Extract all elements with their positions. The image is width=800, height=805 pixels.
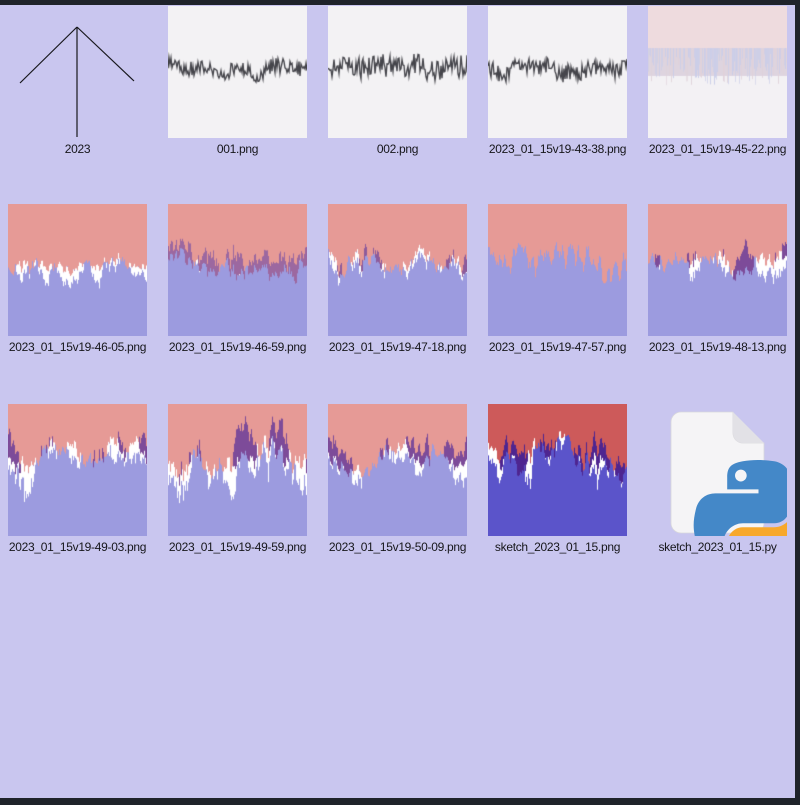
- file-thumbnail[interactable]: [648, 204, 787, 336]
- split-thumbnail-image: [328, 404, 467, 536]
- file-label[interactable]: 2023_01_15v19-46-59.png: [168, 340, 307, 354]
- file-label[interactable]: 2023_01_15v19-47-18.png: [328, 340, 467, 354]
- split-thumbnail-image: [488, 204, 627, 336]
- fade-thumbnail-image: [648, 6, 787, 138]
- file-label[interactable]: 2023: [64, 142, 91, 156]
- file-item[interactable]: 2023_01_15v19-47-18.png: [328, 204, 467, 354]
- line-thumbnail-image: [328, 6, 467, 138]
- file-thumbnail[interactable]: [488, 6, 627, 138]
- line-thumbnail-image: [168, 6, 307, 138]
- file-item[interactable]: 2023: [8, 6, 147, 156]
- file-label[interactable]: 2023_01_15v19-45-22.png: [648, 142, 787, 156]
- file-item[interactable]: sketch_2023_01_15.py: [648, 404, 787, 554]
- file-item[interactable]: 2023_01_15v19-46-05.png: [8, 204, 147, 354]
- file-label[interactable]: sketch_2023_01_15.py: [658, 540, 777, 554]
- file-item[interactable]: 001.png: [168, 6, 307, 156]
- file-label[interactable]: 2023_01_15v19-47-57.png: [488, 340, 627, 354]
- python-file-icon: [670, 411, 765, 534]
- file-label[interactable]: 2023_01_15v19-43-38.png: [488, 142, 627, 156]
- up-arrow-icon: [19, 26, 135, 137]
- file-thumbnail[interactable]: [328, 204, 467, 336]
- window-border-top: [0, 0, 800, 5]
- file-thumbnail[interactable]: [488, 404, 627, 536]
- file-thumbnail[interactable]: [168, 404, 307, 536]
- window-border-right: [795, 0, 800, 805]
- file-item[interactable]: 002.png: [328, 6, 467, 156]
- window-border-bottom: [0, 798, 800, 805]
- file-label[interactable]: sketch_2023_01_15.png: [494, 540, 621, 554]
- split-thumbnail-image: [488, 404, 627, 536]
- file-item[interactable]: 2023_01_15v19-49-59.png: [168, 404, 307, 554]
- file-label[interactable]: 2023_01_15v19-46-05.png: [8, 340, 147, 354]
- line-thumbnail-image: [488, 6, 627, 138]
- file-item[interactable]: 2023_01_15v19-48-13.png: [648, 204, 787, 354]
- file-label[interactable]: 2023_01_15v19-49-03.png: [8, 540, 147, 554]
- file-label[interactable]: 2023_01_15v19-48-13.png: [648, 340, 787, 354]
- file-thumbnail[interactable]: [648, 6, 787, 138]
- file-label[interactable]: 2023_01_15v19-50-09.png: [328, 540, 467, 554]
- file-item[interactable]: 2023_01_15v19-45-22.png: [648, 6, 787, 156]
- split-thumbnail-image: [168, 204, 307, 336]
- file-thumbnail[interactable]: [8, 6, 147, 138]
- file-thumbnail[interactable]: [168, 204, 307, 336]
- split-thumbnail-image: [328, 204, 467, 336]
- file-thumbnail[interactable]: [328, 6, 467, 138]
- file-label[interactable]: 2023_01_15v19-49-59.png: [168, 540, 307, 554]
- file-thumbnail[interactable]: [8, 404, 147, 536]
- file-item[interactable]: 2023_01_15v19-47-57.png: [488, 204, 627, 354]
- split-thumbnail-image: [8, 204, 147, 336]
- grid-row-2: 2023_01_15v19-46-05.png 2023_01_15v19-46-…: [8, 204, 800, 354]
- thumbnail-grid[interactable]: 2023 001.png 002.png 2023_01_15v19-43-38.pn…: [0, 5, 795, 798]
- file-thumbnail[interactable]: [488, 204, 627, 336]
- grid-row-3: 2023_01_15v19-49-03.png 2023_01_15v19-49-…: [8, 404, 800, 554]
- file-item[interactable]: sketch_2023_01_15.png: [488, 404, 627, 554]
- file-item[interactable]: 2023_01_15v19-50-09.png: [328, 404, 467, 554]
- file-thumbnail[interactable]: [8, 204, 147, 336]
- file-item[interactable]: 2023_01_15v19-46-59.png: [168, 204, 307, 354]
- file-label[interactable]: 002.png: [376, 142, 419, 156]
- grid-row-1: 2023 001.png 002.png 2023_01_15v19-43-38.pn…: [8, 6, 800, 156]
- file-label[interactable]: 001.png: [216, 142, 259, 156]
- file-item[interactable]: 2023_01_15v19-49-03.png: [8, 404, 147, 554]
- file-thumbnail[interactable]: [168, 6, 307, 138]
- file-item[interactable]: 2023_01_15v19-43-38.png: [488, 6, 627, 156]
- split-thumbnail-image: [8, 404, 147, 536]
- split-thumbnail-image: [648, 204, 787, 336]
- split-thumbnail-image: [168, 404, 307, 536]
- file-thumbnail[interactable]: [328, 404, 467, 536]
- file-thumbnail[interactable]: [648, 404, 787, 536]
